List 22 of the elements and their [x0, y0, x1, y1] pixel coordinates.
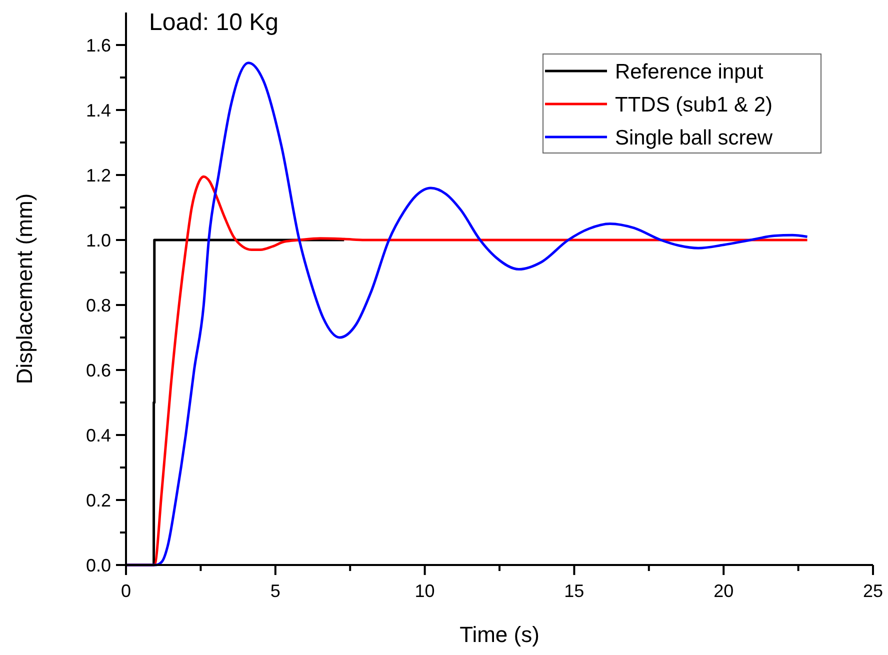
- x-tick-label: 5: [270, 581, 280, 601]
- line-series: [124, 62, 809, 566]
- y-tick-label: 1.2: [86, 165, 111, 186]
- y-axis-title: Displacement (mm): [12, 193, 37, 384]
- y-tick-label: 1.6: [86, 35, 111, 56]
- y-tick-label: 1.4: [86, 100, 111, 120]
- chart-title: Load: 10 Kg: [149, 9, 278, 36]
- x-tick-label: 0: [120, 581, 132, 601]
- y-tick-label: 0.2: [86, 490, 111, 510]
- legend-label: Single ball screw: [615, 126, 774, 150]
- x-tick-label: 25: [862, 581, 884, 601]
- x-tick-label: 20: [714, 581, 734, 601]
- x-axis-title: Time (s): [460, 622, 540, 647]
- legend-label: Reference input: [615, 60, 764, 84]
- x-tick-label: 15: [564, 581, 584, 601]
- x-tick-label: 10: [414, 581, 435, 601]
- text: 0.0: [86, 555, 111, 576]
- y-tick-label: 0.4: [86, 425, 111, 446]
- y-tick-label: 0.6: [86, 360, 111, 380]
- y-tick-label: 0.8: [86, 295, 111, 316]
- legend-label: TTDS (sub1 & 2): [615, 93, 773, 116]
- y-tick-label: 1.0: [86, 230, 111, 250]
